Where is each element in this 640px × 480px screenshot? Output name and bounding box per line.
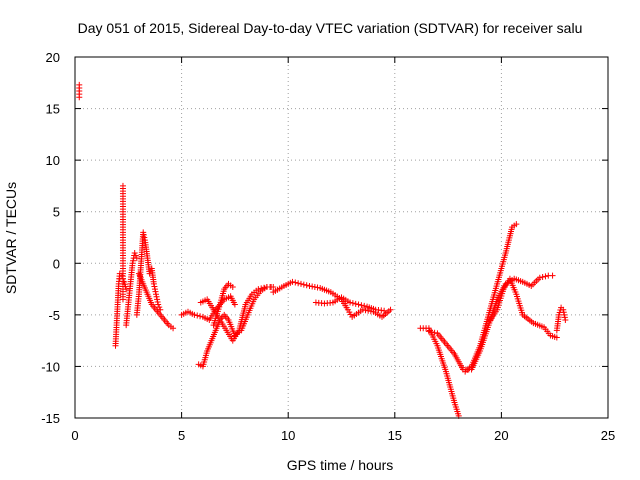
data-point — [356, 302, 362, 308]
y-tick-label: -10 — [41, 359, 60, 374]
data-point — [309, 283, 315, 289]
data-point — [550, 273, 556, 279]
data-point — [353, 301, 359, 307]
y-tick-label: 10 — [46, 153, 60, 168]
data-point — [76, 94, 82, 100]
data-point — [361, 303, 367, 309]
y-axis-label: SDTVAR / TECUs — [3, 182, 19, 294]
data-point — [292, 280, 298, 286]
plot-frame — [75, 57, 608, 418]
x-tick-label: 15 — [388, 428, 402, 443]
sdtvar-scatter-chart: Day 051 of 2015, Sidereal Day-to-day VTE… — [0, 0, 640, 480]
x-tick-label: 10 — [281, 428, 295, 443]
y-tick-label: 5 — [53, 205, 60, 220]
x-tick-label: 20 — [494, 428, 508, 443]
y-tick-label: -5 — [48, 308, 60, 323]
data-point — [295, 280, 301, 286]
grid-lines — [75, 57, 608, 418]
y-tick-label: 20 — [46, 50, 60, 65]
data-markers — [76, 82, 568, 419]
data-point — [542, 273, 548, 279]
chart-title: Day 051 of 2015, Sidereal Day-to-day VTE… — [78, 20, 583, 36]
data-point — [301, 282, 307, 288]
data-point — [362, 307, 368, 313]
data-point — [298, 281, 304, 287]
data-point — [312, 284, 318, 290]
chart-canvas: Day 051 of 2015, Sidereal Day-to-day VTE… — [0, 0, 640, 480]
y-tick-label: 0 — [53, 256, 60, 271]
data-point — [315, 285, 321, 291]
y-tick-label: 15 — [46, 102, 60, 117]
x-tick-label: 5 — [178, 428, 185, 443]
x-tick-label: 0 — [71, 428, 78, 443]
y-tick-label: -15 — [41, 411, 60, 426]
x-tick-label: 25 — [601, 428, 615, 443]
data-point — [358, 302, 364, 308]
data-point — [304, 282, 310, 288]
x-axis-label: GPS time / hours — [287, 457, 394, 473]
data-point — [307, 283, 313, 289]
